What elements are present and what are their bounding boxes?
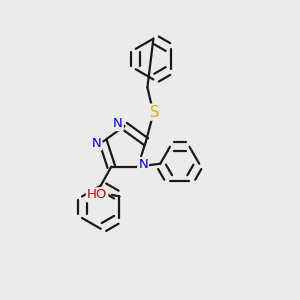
Text: N: N — [113, 117, 123, 130]
Text: N: N — [138, 158, 148, 171]
Text: S: S — [150, 105, 159, 120]
Text: HO: HO — [87, 188, 107, 201]
Text: N: N — [92, 136, 101, 149]
